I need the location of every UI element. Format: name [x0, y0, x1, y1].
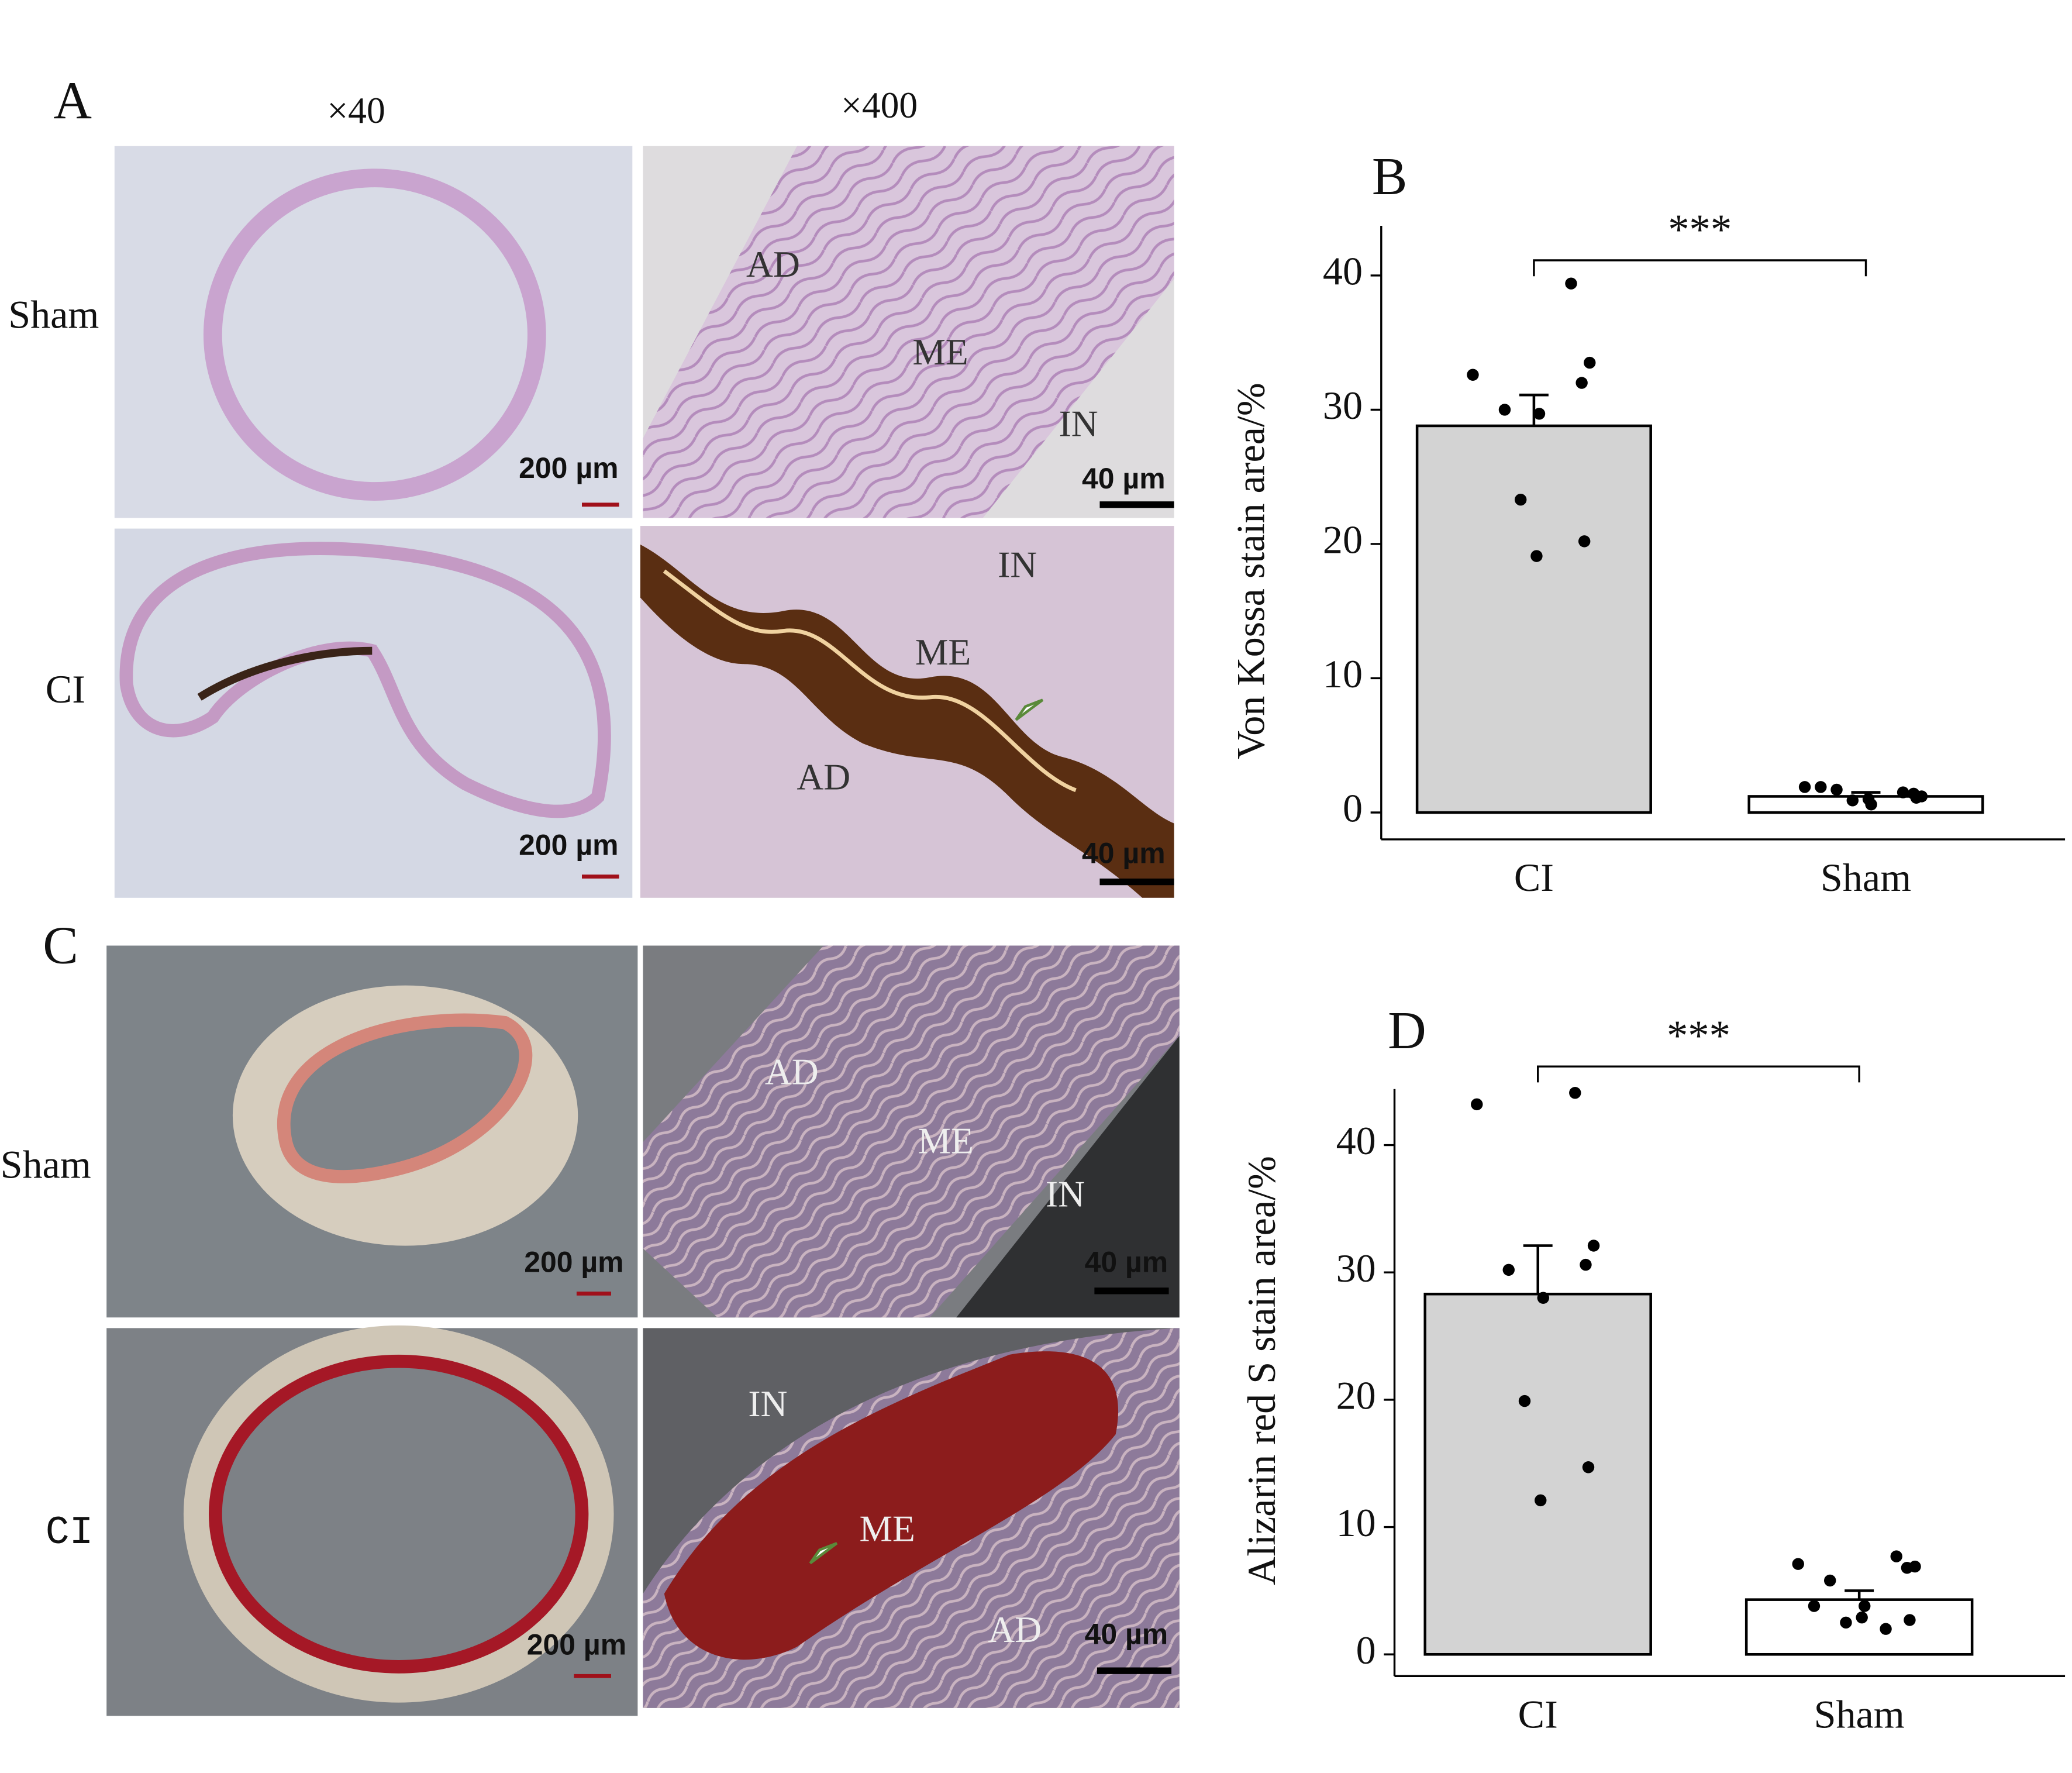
annotation: AD: [746, 243, 800, 285]
data-point: [1582, 1461, 1595, 1474]
annotation: IN: [1059, 403, 1098, 445]
data-point: [1580, 1258, 1592, 1271]
data-point: [1823, 1574, 1836, 1587]
data-point: [1575, 377, 1588, 389]
data-point: [1830, 783, 1843, 796]
y-tick-label: 20: [1323, 518, 1363, 562]
significance-label: ***: [1668, 205, 1732, 253]
data-point: [1584, 356, 1596, 369]
scale-bar-label: 200 µm: [524, 1246, 623, 1279]
x-tick-label: Sham: [1814, 1692, 1905, 1737]
micrograph: [643, 1328, 1180, 1708]
data-point: [1904, 1614, 1916, 1626]
data-point: [1467, 369, 1479, 381]
data-point: [1537, 1292, 1550, 1304]
annotation: AD: [765, 1051, 819, 1093]
scale-bar-label: 40 µm: [1085, 1617, 1168, 1650]
data-point: [1518, 1395, 1531, 1407]
micrograph: [643, 945, 1180, 1318]
annotation: ME: [918, 1120, 973, 1162]
bar: [1423, 1292, 1652, 1656]
micrograph: [106, 1325, 638, 1716]
micrograph: [640, 526, 1174, 898]
panel-label: C: [43, 915, 78, 975]
row-label: Sham: [1, 1142, 91, 1187]
data-point: [1856, 1611, 1868, 1624]
y-tick-label: 0: [1356, 1628, 1376, 1672]
bar: [1745, 1598, 1974, 1656]
micrograph: [106, 945, 638, 1318]
column-label: ×40: [327, 89, 385, 131]
data-point: [1840, 1616, 1852, 1629]
y-tick-label: 40: [1323, 249, 1363, 294]
annotation: IN: [1046, 1173, 1085, 1215]
data-point: [1815, 781, 1827, 793]
y-tick-label: 30: [1323, 383, 1363, 428]
data-point: [1565, 277, 1577, 290]
data-point: [1535, 1494, 1547, 1507]
significance-bracket: [1537, 1065, 1860, 1083]
x-tick-label: CI: [1518, 1692, 1558, 1737]
data-point: [1578, 535, 1591, 548]
data-point: [1910, 791, 1922, 804]
data-point: [1498, 404, 1511, 416]
column-label: ×400: [841, 84, 918, 126]
panel-label: A: [53, 71, 92, 130]
scale-bar-label: 40 µm: [1082, 836, 1166, 869]
significance-bracket: [1533, 259, 1867, 277]
annotation: AD: [988, 1609, 1042, 1650]
data-point: [1587, 1240, 1600, 1252]
scale-bar-label: 40 µm: [1082, 462, 1166, 495]
micrograph: [114, 528, 633, 898]
row-label: CI: [46, 1510, 94, 1555]
annotation: AD: [797, 756, 850, 798]
bar: [1415, 424, 1652, 814]
data-point: [1880, 1623, 1892, 1635]
y-tick-label: 0: [1343, 786, 1363, 831]
y-tick-label: 10: [1323, 652, 1363, 696]
data-point: [1897, 786, 1909, 798]
data-point: [1514, 493, 1527, 506]
annotation: ME: [912, 331, 968, 373]
micrograph: [114, 146, 633, 518]
data-point: [1569, 1087, 1581, 1099]
micrograph: [643, 146, 1174, 518]
y-axis-label: Von Kossa stain area/%: [1229, 383, 1273, 759]
data-point: [1890, 1550, 1902, 1562]
y-axis-label: Alizarin red S stain area/%: [1239, 1156, 1284, 1585]
data-point: [1533, 408, 1546, 420]
data-point: [1859, 1600, 1871, 1612]
x-tick-label: CI: [1514, 855, 1554, 900]
scale-bar-label: 200 µm: [527, 1628, 626, 1661]
data-point: [1502, 1264, 1515, 1276]
data-point: [1792, 1558, 1804, 1570]
scale-bar-label: 40 µm: [1085, 1246, 1168, 1279]
annotation: ME: [915, 631, 971, 673]
y-tick-label: 40: [1336, 1118, 1376, 1163]
x-tick-label: Sham: [1821, 855, 1911, 900]
scale-bar-label: 200 µm: [519, 452, 618, 484]
data-point: [1846, 794, 1859, 807]
y-tick-label: 10: [1336, 1500, 1376, 1545]
significance-label: ***: [1667, 1011, 1730, 1059]
data-point: [1862, 793, 1875, 805]
row-label: Sham: [8, 292, 99, 337]
data-point: [1798, 781, 1811, 793]
panel-label: D: [1388, 1001, 1426, 1060]
annotation: ME: [860, 1508, 915, 1550]
annotation: IN: [748, 1383, 787, 1424]
annotation: IN: [998, 543, 1037, 585]
data-point: [1530, 550, 1543, 562]
y-tick-label: 20: [1336, 1373, 1376, 1418]
data-point: [1808, 1600, 1821, 1612]
scale-bar-label: 200 µm: [519, 829, 618, 862]
row-label: CI: [46, 667, 85, 711]
y-tick-label: 30: [1336, 1246, 1376, 1290]
data-point: [1471, 1098, 1483, 1111]
data-point: [1901, 1562, 1914, 1574]
panel-label: B: [1372, 147, 1408, 206]
